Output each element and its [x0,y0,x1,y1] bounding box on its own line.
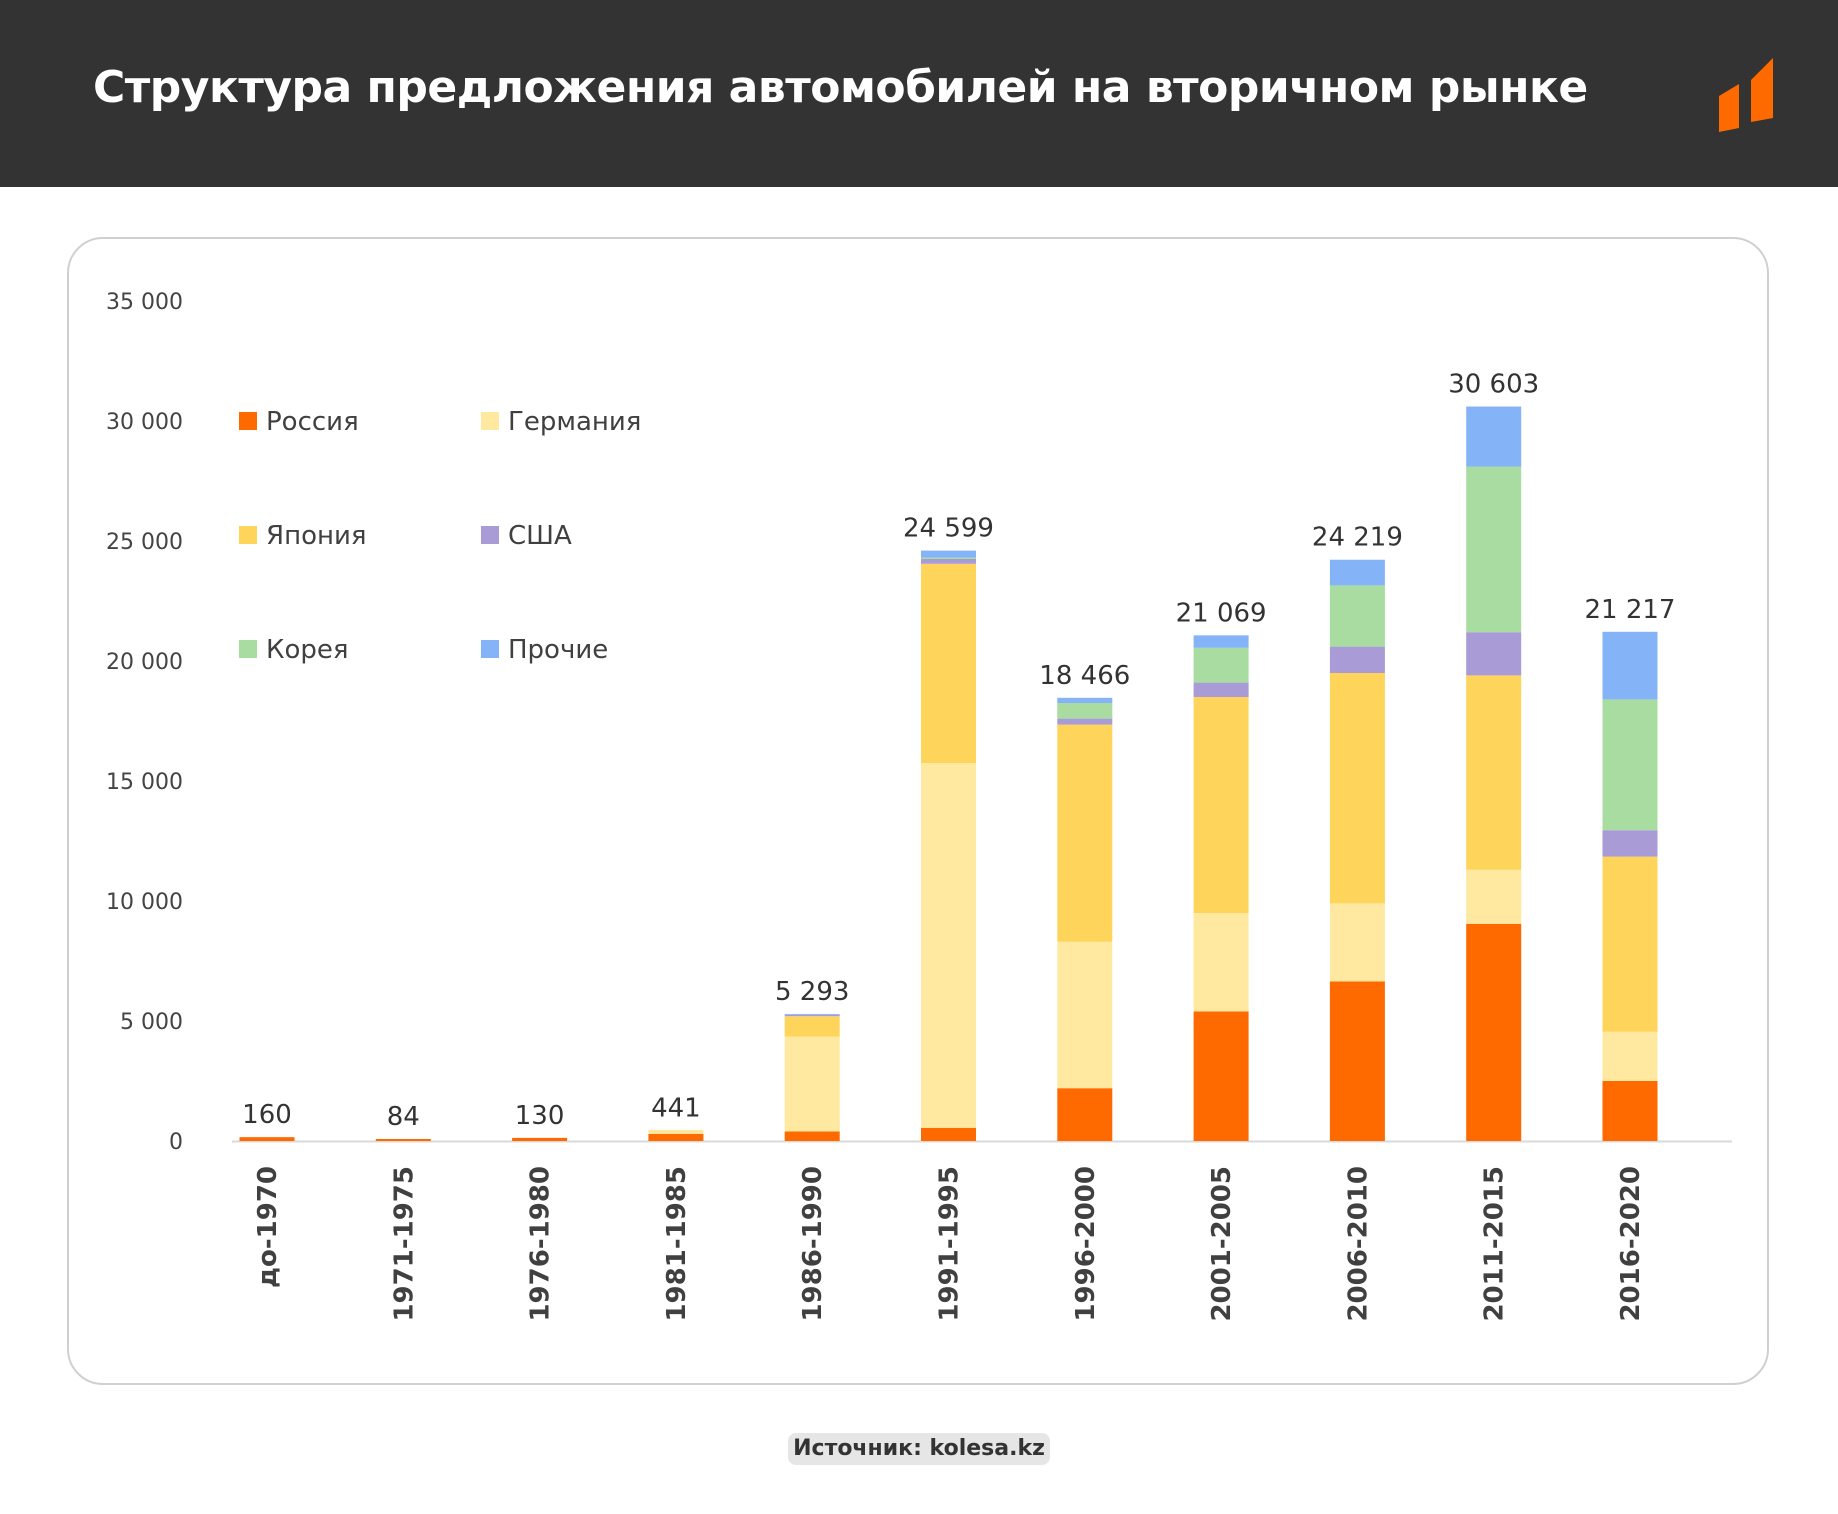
bar-segment [648,1130,704,1132]
bar-segment [1329,559,1385,586]
bar-segment [375,1138,431,1141]
y-tick-label: 10 000 [106,890,183,915]
bar-segment [784,1013,840,1015]
bar-segment [1193,697,1249,913]
bar-segment [784,1131,840,1141]
legend-label: Япония [266,521,367,551]
bar-segment [784,1016,840,1037]
bar-segment [1466,632,1522,676]
legend-label: Прочие [508,635,608,665]
bar-segment [921,763,976,1128]
bar-segment [1193,1011,1249,1141]
bar-segment [921,559,976,564]
legend-swatch [239,526,257,544]
bar-segment [1057,941,1113,1089]
bar-segment [1466,923,1522,1141]
source-badge: Источник: kolesa.kz [788,1433,1050,1465]
legend-swatch [481,526,499,544]
bar-segment [1602,1081,1658,1141]
bar-segment [239,1137,295,1141]
bar-total-label: 441 [651,1093,701,1123]
legend-label: США [508,521,572,551]
x-category-label: 1996-2000 [1071,1166,1101,1322]
bar-segment [648,1130,704,1134]
bar-segment [1602,1031,1658,1081]
bar-segment [921,563,976,763]
x-category-label: 2006-2010 [1343,1166,1373,1322]
bar-segment [512,1137,568,1141]
bar-segment [1193,647,1249,683]
bar-segment [1602,856,1658,1032]
bar-total-label: 24 599 [903,514,994,544]
x-category-label: 1981-1985 [662,1166,692,1322]
bar-total-label: 5 293 [775,977,849,1007]
bar-segment [1193,682,1249,697]
x-category-label: 1986-1990 [798,1166,828,1322]
bar-segment [921,1127,976,1141]
legend-swatch [481,640,499,658]
bar-segment [1057,718,1113,725]
bar-segment [1602,699,1658,831]
bar-total-label: 18 466 [1039,661,1130,691]
y-tick-label: 15 000 [106,770,183,795]
bar-segment [1057,1088,1113,1141]
bar-total-label: 130 [515,1101,565,1131]
bar-segment [1057,724,1113,942]
bar-segment [1329,585,1385,647]
bar-segment [784,1014,840,1017]
bar-segment [1602,830,1658,857]
bar-segment [1329,903,1385,982]
bar-segment [1466,406,1522,467]
legend-swatch [239,640,257,658]
bar-total-label: 160 [242,1100,292,1130]
bar-segment [921,550,976,558]
bar-total-label: 24 219 [1312,523,1403,553]
y-tick-label: 0 [169,1130,183,1155]
bar-segment [1466,675,1522,870]
bar-total-label: 84 [387,1102,420,1132]
y-tick-label: 20 000 [106,650,183,675]
x-category-label: 1976-1980 [526,1166,556,1322]
bar-segment [1193,635,1249,648]
x-category-label: 2016-2020 [1616,1166,1646,1322]
x-category-label: 2011-2015 [1480,1166,1510,1322]
bar-total-label: 21 217 [1585,595,1676,625]
bar-segment [1602,631,1658,700]
brand-logo-icon [1719,58,1773,132]
y-tick-label: 5 000 [120,1010,183,1035]
bar-segment [648,1133,704,1141]
legend-swatch [239,412,257,430]
x-category-label: 1971-1975 [389,1166,419,1322]
x-category-label: 2001-2005 [1207,1166,1237,1322]
bar-segment [1057,703,1113,719]
legend-label: Корея [266,635,349,665]
bar-total-label: 21 069 [1176,598,1267,628]
y-tick-label: 35 000 [106,290,183,315]
legend-label: Россия [266,407,359,437]
legend-swatch [481,412,499,430]
bar-segment [1466,466,1522,633]
y-tick-label: 25 000 [106,530,183,555]
bar-segment [1329,981,1385,1141]
header-bar: Структура предложения автомобилей на вто… [0,0,1838,187]
x-category-label: 1991-1995 [935,1166,965,1322]
bar-segment [784,1036,840,1132]
bar-total-label: 30 603 [1448,370,1539,400]
bar-segment [1057,697,1113,703]
page-title: Структура предложения автомобилей на вто… [93,62,1588,113]
bar-segment [921,557,976,559]
bar-segment [1193,913,1249,1012]
bar-segment [1329,646,1385,673]
bar-segment [1329,673,1385,904]
x-category-label: до-1970 [253,1166,283,1288]
bar-segment [1466,869,1522,924]
legend-label: Германия [508,407,641,437]
y-tick-label: 30 000 [106,410,183,435]
